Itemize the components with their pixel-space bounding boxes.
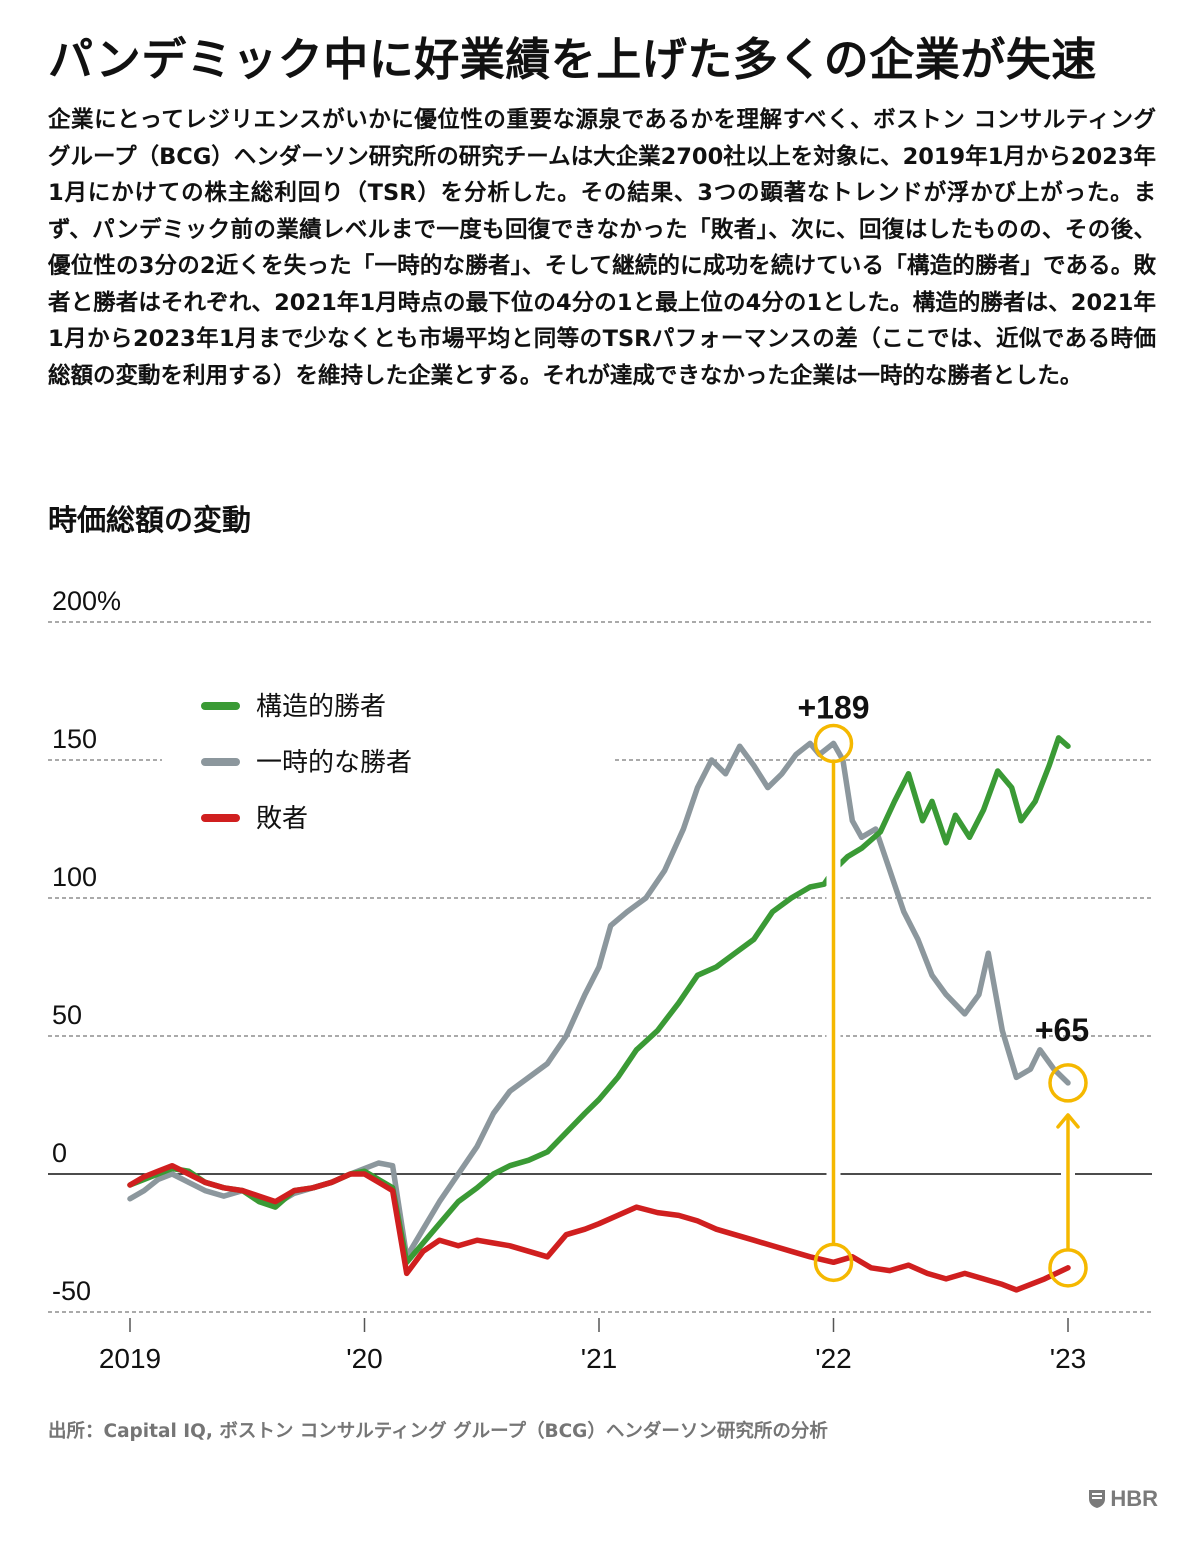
y-tick-label: 100: [52, 862, 97, 892]
annotation-layer: +189 +65: [797, 689, 1089, 1288]
annotation-arrow-head: [1056, 1113, 1080, 1129]
x-axis: 2019 '20 '21 '22 '23: [99, 1318, 1086, 1374]
x-tick-label: '22: [815, 1343, 852, 1374]
hbr-logo: HBR: [1088, 1486, 1158, 1512]
y-tick-label: 150: [52, 724, 97, 754]
annotation-label: +189: [797, 689, 869, 725]
series-line-2: [127, 1162, 1071, 1293]
page-title: パンデミック中に好業績を上げた多くの企業が失速: [48, 33, 1097, 86]
intro-paragraph: 企業にとってレジリエンスがいかに優位性の重要な源泉であるかを理解すべく、ボストン…: [48, 107, 1156, 389]
annotation-circle-bottom: [813, 1242, 854, 1283]
y-tick-label: -50: [52, 1276, 91, 1306]
legend-label: 一時的な勝者: [256, 747, 412, 777]
y-tick-label: 200%: [52, 586, 121, 616]
y-tick-label: 0: [52, 1138, 67, 1168]
legend-label: 構造的勝者: [256, 691, 386, 721]
legend-label: 敗者: [256, 803, 308, 833]
chart-title: 時価総額の変動: [48, 503, 252, 537]
shield-icon: [1089, 1490, 1106, 1508]
grid-layer: 200% 150 100 50 0 -50: [48, 586, 1152, 1313]
y-tick-label: 50: [52, 1000, 82, 1030]
x-tick-label: '21: [581, 1343, 618, 1374]
hbr-brand-text: HBR: [1110, 1486, 1158, 1511]
x-tick-label: '23: [1050, 1343, 1087, 1374]
series-layer: [127, 735, 1071, 1293]
x-tick-label: '20: [346, 1343, 383, 1374]
x-tick-label: 2019: [99, 1343, 161, 1374]
source-note: 出所：Capital IQ, ボストン コンサルティング グループ（BCG）ヘン…: [48, 1421, 828, 1442]
annotation-circle-bottom: [1048, 1248, 1088, 1288]
annotation-label: +65: [1035, 1012, 1089, 1048]
annotation-circle-top: [1048, 1063, 1088, 1103]
